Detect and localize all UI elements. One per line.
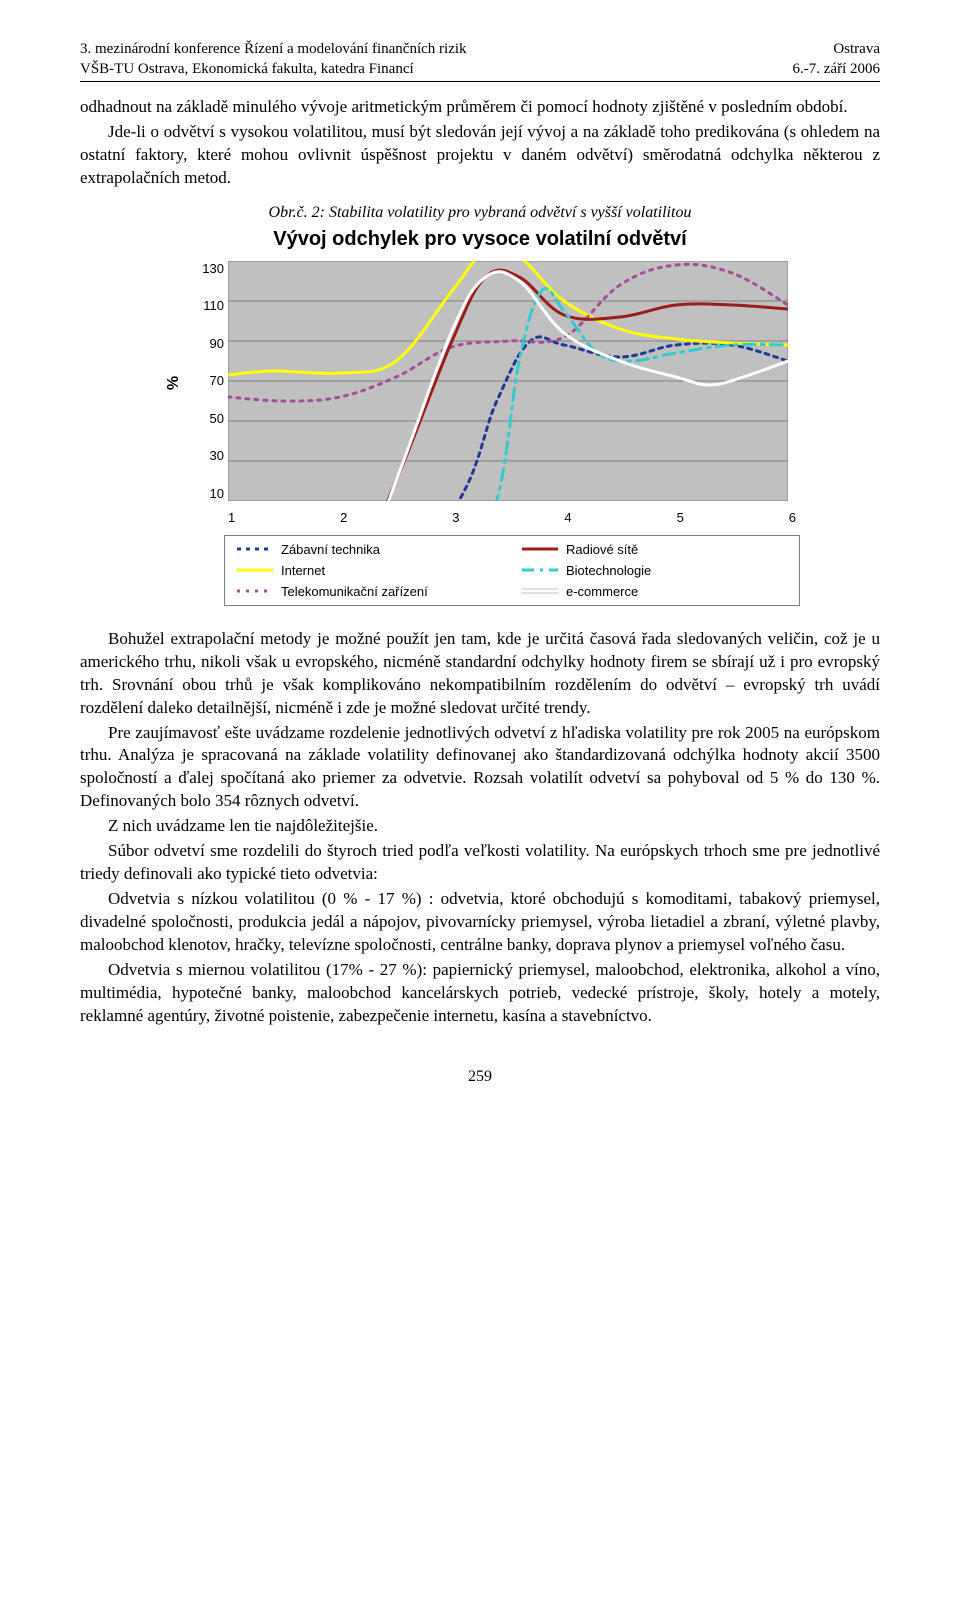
legend-label: Biotechnologie <box>566 563 651 578</box>
page-header: 3. mezinárodní konference Řízení a model… <box>80 40 880 79</box>
body-p2: Pre zaujímavosť ešte uvádzame rozdelenie… <box>80 722 880 814</box>
header-location: Ostrava <box>793 40 880 60</box>
header-left: 3. mezinárodní konference Řízení a model… <box>80 40 467 79</box>
legend-label: e-commerce <box>566 584 638 599</box>
y-tick-label: 130 <box>202 261 224 276</box>
header-conf-title: 3. mezinárodní konference Řízení a model… <box>80 40 467 60</box>
legend-swatch <box>235 563 275 577</box>
intro-block: odhadnout na základě minulého vývoje ari… <box>80 96 880 190</box>
chart-title: Vývoj odchylek pro vysoce volatilní odvě… <box>80 228 880 251</box>
y-tick-label: 10 <box>210 486 224 501</box>
body-p1: Bohužel extrapolační metody je možné pou… <box>80 628 880 720</box>
legend-swatch <box>235 584 275 598</box>
legend-swatch <box>520 584 560 598</box>
x-tick-label: 1 <box>228 510 235 525</box>
header-date: 6.-7. září 2006 <box>793 60 880 80</box>
header-rule <box>80 81 880 82</box>
legend-item: e-commerce <box>520 584 789 599</box>
x-tick-label: 4 <box>564 510 571 525</box>
body-p6: Odvetvia s miernou volatilitou (17% - 27… <box>80 959 880 1028</box>
body-block: Bohužel extrapolační metody je možné pou… <box>80 628 880 1028</box>
legend-swatch <box>520 542 560 556</box>
x-tick-label: 5 <box>677 510 684 525</box>
legend-label: Internet <box>281 563 325 578</box>
legend-swatch <box>235 542 275 556</box>
chart: % 130 110 90 70 50 30 10 1 2 3 4 5 6 Zábavní techni… <box>160 261 800 606</box>
y-tick-label: 70 <box>210 373 224 388</box>
body-p5: Odvetvia s nízkou volatilitou (0 % - 17 … <box>80 888 880 957</box>
y-axis-label: % <box>160 261 188 506</box>
legend: Zábavní technika Radiové sítě Internet Biot… <box>224 535 800 606</box>
page: 3. mezinárodní konference Řízení a model… <box>0 0 960 1146</box>
y-tick-label: 50 <box>210 411 224 426</box>
figure-caption: Obr.č. 2: Stabilita volatility pro vybra… <box>80 204 880 222</box>
plot-area <box>228 261 800 506</box>
intro-p2: Jde-li o odvětví s vysokou volatilitou, … <box>80 121 880 190</box>
legend-label: Zábavní technika <box>281 542 380 557</box>
x-tick-label: 3 <box>452 510 459 525</box>
legend-item: Radiové sítě <box>520 542 789 557</box>
plot-svg <box>228 261 788 501</box>
y-axis-label-text: % <box>165 376 183 390</box>
intro-p1: odhadnout na základě minulého vývoje ari… <box>80 96 880 119</box>
y-tick-label: 30 <box>210 448 224 463</box>
header-institution: VŠB-TU Ostrava, Ekonomická fakulta, kate… <box>80 60 467 80</box>
header-right: Ostrava 6.-7. září 2006 <box>793 40 880 79</box>
body-p4: Súbor odvetví sme rozdelili do štyroch t… <box>80 840 880 886</box>
x-tick-label: 2 <box>340 510 347 525</box>
legend-label: Telekomunikační zařízení <box>281 584 428 599</box>
page-number: 259 <box>80 1068 880 1086</box>
legend-item: Telekomunikační zařízení <box>235 584 504 599</box>
legend-swatch <box>520 563 560 577</box>
y-tick-label: 110 <box>203 298 224 313</box>
legend-item: Internet <box>235 563 504 578</box>
y-ticks: 130 110 90 70 50 30 10 <box>188 261 228 501</box>
x-ticks: 1 2 3 4 5 6 <box>224 510 800 525</box>
legend-item: Zábavní technika <box>235 542 504 557</box>
x-tick-label: 6 <box>789 510 796 525</box>
legend-label: Radiové sítě <box>566 542 638 557</box>
body-p3: Z nich uvádzame len tie najdôležitejšie. <box>80 815 880 838</box>
y-tick-label: 90 <box>210 336 224 351</box>
legend-item: Biotechnologie <box>520 563 789 578</box>
